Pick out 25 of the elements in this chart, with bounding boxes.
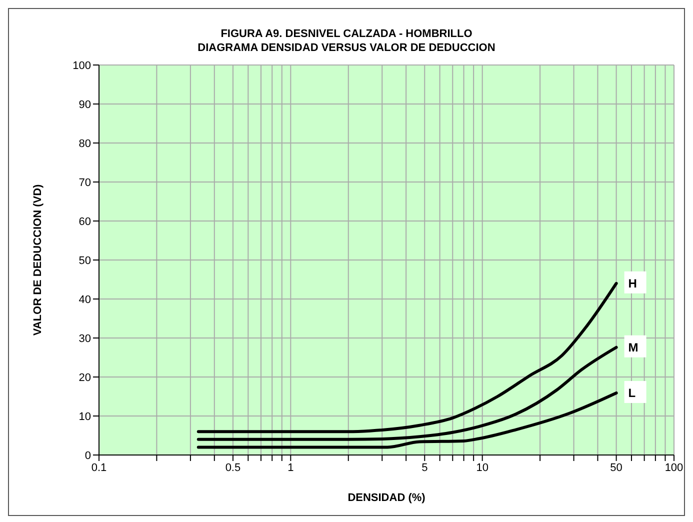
chart-subtitle: DIAGRAMA DENSIDAD VERSUS VALOR DE DEDUCCION	[196, 41, 496, 55]
series-label: M	[628, 340, 638, 354]
y-axis-title: VALOR DE DEDUCCION (VD)	[32, 184, 44, 336]
chart-title: FIGURA A9. DESNIVEL CALZADA - HOMBRILLO	[220, 27, 474, 41]
y-tick-label: 80	[78, 138, 91, 150]
y-tick-label: 90	[78, 98, 91, 111]
x-tick-label: 5	[422, 462, 428, 474]
x-tick-label: 10	[476, 462, 488, 474]
x-tick-label: 1	[288, 462, 294, 474]
y-tick-label: 100	[72, 60, 91, 72]
y-tick-label: 0	[84, 450, 91, 462]
y-tick-label: 60	[78, 216, 91, 228]
series-label: H	[628, 276, 637, 290]
y-tick-label: 50	[78, 254, 91, 267]
y-tick-label: 20	[78, 372, 91, 384]
x-tick-label: 0.1	[91, 462, 107, 474]
y-tick-label: 30	[78, 332, 91, 345]
y-tick-label: 40	[78, 294, 91, 306]
x-tick-label: 100	[664, 462, 684, 474]
x-axis-title: DENSIDAD (%)	[348, 492, 426, 504]
x-tick-label: 50	[610, 462, 622, 474]
y-tick-label: 70	[78, 176, 91, 189]
y-tick-label: 10	[78, 410, 91, 423]
x-tick-label: 0.5	[225, 462, 241, 474]
series-label: L	[628, 386, 636, 400]
